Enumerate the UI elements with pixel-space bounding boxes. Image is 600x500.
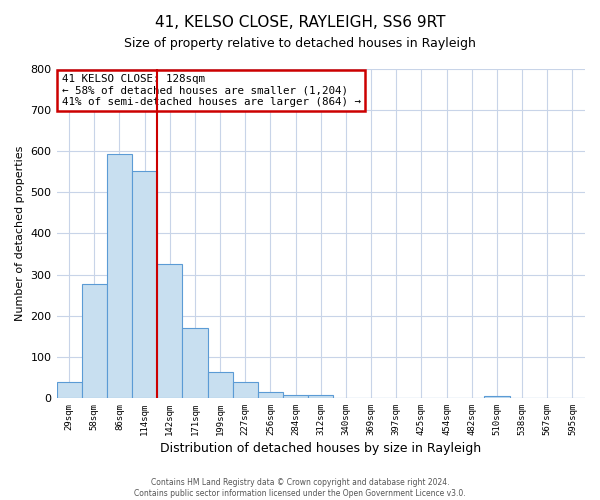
Bar	[132, 170, 157, 398]
Text: Size of property relative to detached houses in Rayleigh: Size of property relative to detached ho…	[124, 38, 476, 51]
Text: 41, KELSO CLOSE, RAYLEIGH, SS6 9RT: 41, KELSO CLOSE, RAYLEIGH, SS6 9RT	[155, 15, 445, 30]
Bar	[182, 328, 208, 398]
Bar	[82, 284, 107, 398]
Bar	[233, 382, 258, 398]
X-axis label: Distribution of detached houses by size in Rayleigh: Distribution of detached houses by size …	[160, 442, 481, 455]
Y-axis label: Number of detached properties: Number of detached properties	[15, 146, 25, 321]
Bar	[484, 396, 509, 398]
Bar	[157, 264, 182, 398]
Text: 41 KELSO CLOSE: 128sqm
← 58% of detached houses are smaller (1,204)
41% of semi-: 41 KELSO CLOSE: 128sqm ← 58% of detached…	[62, 74, 361, 107]
Bar	[258, 392, 283, 398]
Bar	[107, 154, 132, 398]
Text: Contains HM Land Registry data © Crown copyright and database right 2024.
Contai: Contains HM Land Registry data © Crown c…	[134, 478, 466, 498]
Bar	[208, 372, 233, 398]
Bar	[283, 394, 308, 398]
Bar	[56, 382, 82, 398]
Bar	[308, 394, 334, 398]
